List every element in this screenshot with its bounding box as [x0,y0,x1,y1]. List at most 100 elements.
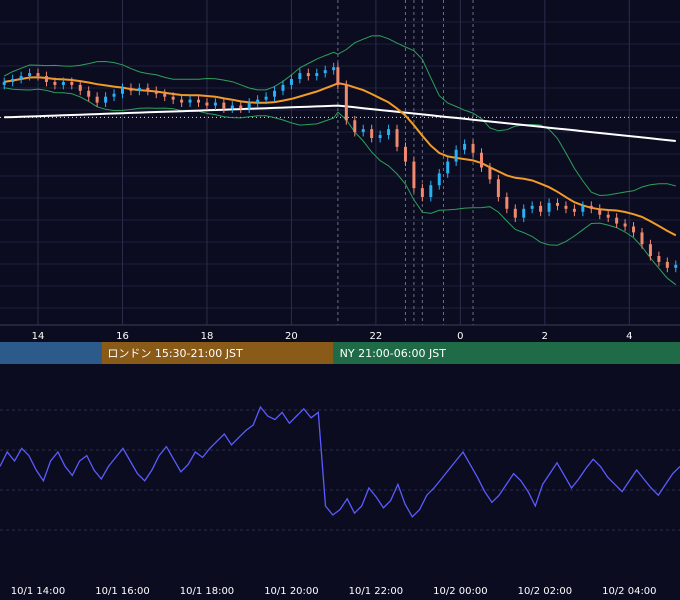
candle-body [53,81,57,85]
price-x-tick-label: 0 [457,331,463,342]
candle-body [239,105,243,109]
candle-body [78,84,82,91]
oscillator-panel [0,405,680,531]
bollinger-upper-band [3,35,676,197]
price-x-tick-label: 14 [32,331,45,342]
oscillator-grid [0,409,680,531]
candle-body [665,261,669,268]
candle-body [188,99,192,103]
candle-body [387,129,391,136]
candle-body [547,202,551,212]
candle-body [530,205,534,209]
candle-body [471,143,475,153]
candle-body [171,96,175,100]
candle-body [332,67,336,71]
candle-body [623,223,627,227]
candle-body [146,87,150,91]
price-x-axis: 14 16 18 20 22 0 2 4 [0,324,680,342]
candle-body [323,70,327,74]
candle-body [564,205,568,209]
candle-body [674,264,678,268]
candle-body [256,99,260,103]
candle-body [463,143,467,150]
candle-body [87,90,91,97]
price-panel [0,0,680,325]
price-x-tick-label: 4 [626,331,632,342]
candle-body [163,93,167,97]
candle-body [11,79,15,82]
candle-body [281,84,285,91]
candle-body [336,67,340,85]
candle-body [104,96,108,103]
long-moving-average-line [4,104,676,142]
candle-body [657,256,661,262]
candle-body [378,135,382,138]
candle-body [306,73,310,77]
oscillator-x-tick-label: 10/1 20:00 [264,586,318,597]
session-segment [0,342,102,364]
candle-body [454,149,458,162]
candle-body [205,102,209,106]
candle-body [95,96,99,103]
session-segment [101,342,334,364]
candle-body [289,79,293,85]
candle-body [505,197,509,209]
candle-body [446,161,450,174]
candle-body [648,244,652,256]
candle-body [572,208,576,212]
candle-body [61,81,65,85]
price-vertical-lines [37,0,630,325]
candle-body [589,205,593,209]
candle-body [522,208,526,218]
session-label: ロンドン 15:30-21:00 JST [107,347,243,360]
candle-body [496,179,500,197]
candle-body [19,76,23,79]
session-label: NY 21:00-06:00 JST [340,347,447,360]
candle-body [28,73,32,77]
candle-body [395,129,399,147]
candle-body [112,93,116,97]
candle-body [640,232,644,245]
candle-body [129,87,133,91]
candle-body [556,202,560,206]
candle-body [137,87,141,91]
candle-body [180,99,184,103]
candle-body [429,185,433,197]
price-grid [0,21,680,309]
candle-body [581,205,585,212]
candle-body [615,217,619,224]
candle-body [488,167,492,180]
oscillator-x-tick-label: 10/2 04:00 [602,586,656,597]
candle-body [370,129,374,138]
candle-body [197,99,201,103]
oscillator-x-tick-label: 10/1 18:00 [180,586,234,597]
candle-body [44,76,48,82]
candle-body [632,226,636,233]
price-x-tick-label: 20 [285,331,298,342]
candle-body [513,208,517,218]
price-x-tick-label: 2 [542,331,548,342]
candle-body [154,90,158,94]
candle-body [298,73,302,79]
candle-body [222,102,226,109]
candlesticks [2,62,678,273]
candle-body [315,73,319,77]
candle-body [273,90,277,97]
candle-body [230,105,234,109]
bollinger-lower-band [4,87,677,286]
oscillator-x-axis: 10/1 14:00 10/1 16:00 10/1 18:00 10/1 20:00… [11,586,657,597]
oscillator-x-tick-label: 10/2 02:00 [518,586,572,597]
oscillator-x-tick-label: 10/2 00:00 [433,586,487,597]
oscillator-line [0,405,680,518]
candle-body [598,208,602,215]
price-x-tick-label: 18 [201,331,214,342]
candle-body [120,87,124,94]
session-bar: ロンドン 15:30-21:00 JST NY 21:00-06:00 JST [0,342,680,364]
session-segment [333,342,680,364]
candle-body [213,102,217,106]
candle-body [403,146,407,162]
candle-body [247,102,251,109]
candle-body [70,81,74,85]
oscillator-x-tick-label: 10/1 22:00 [349,586,403,597]
